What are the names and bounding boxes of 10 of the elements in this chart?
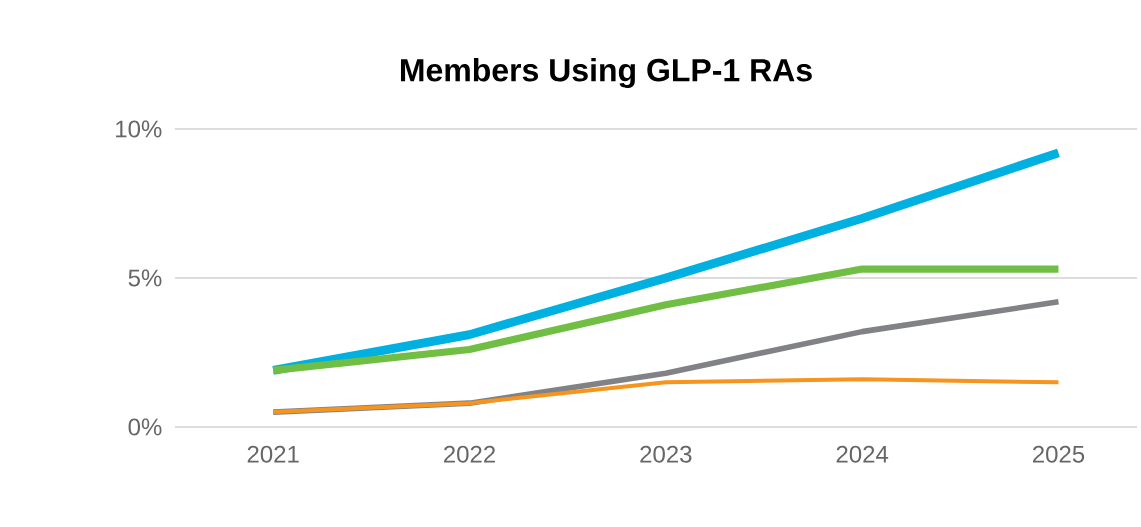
x-tick-label: 2025 bbox=[1032, 445, 1085, 463]
x-tick-label: 2024 bbox=[836, 445, 889, 463]
y-tick-label: 0% bbox=[128, 418, 162, 436]
x-tick-label: 2023 bbox=[640, 445, 692, 463]
y-tick-label: 5% bbox=[128, 269, 162, 287]
chart-title: Members Using GLP-1 RAs bbox=[400, 58, 812, 88]
x-tick-label: 2021 bbox=[247, 445, 299, 463]
line-series bbox=[271, 377, 1061, 415]
y-tick-label: 10% bbox=[116, 120, 162, 138]
x-tick-label: 2022 bbox=[444, 445, 495, 463]
